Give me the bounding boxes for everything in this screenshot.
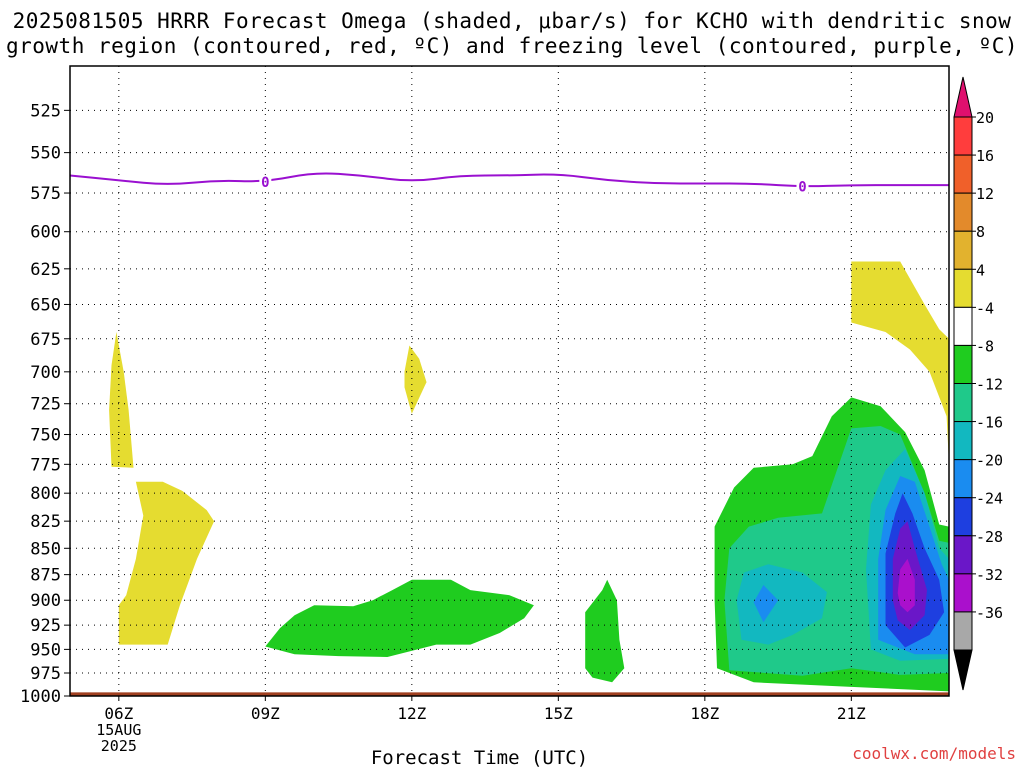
y-tick-label-575: 575 — [30, 184, 61, 204]
colorbar-swatch-7 — [953, 383, 973, 423]
omega-region-green-16z — [585, 579, 625, 683]
y-tick-label-625: 625 — [30, 260, 61, 280]
colorbar-label-5: -4 — [976, 299, 994, 317]
y-tick-label-750: 750 — [30, 426, 61, 446]
omega-region-yellow-12z — [404, 345, 427, 414]
colorbar-swatch-3 — [953, 230, 973, 270]
y-tick-label-725: 725 — [30, 395, 61, 415]
colorbar-label-11: -28 — [976, 528, 1003, 546]
colorbar-label-12: -32 — [976, 566, 1003, 584]
chart-title-line-1: 2025081505 HRRR Forecast Omega (shaded, … — [12, 9, 1012, 33]
x-tick-label-12Z: 12Z — [397, 704, 426, 723]
y-tick-label-875: 875 — [30, 566, 61, 586]
colorbar-label-1: 16 — [976, 147, 994, 165]
y-tick-label-925: 925 — [30, 616, 61, 636]
chart-title-line-2: growth region (contoured, red, ºC) and f… — [5, 34, 1019, 58]
colorbar-label-0: 20 — [976, 109, 994, 127]
y-tick-label-975: 975 — [30, 664, 61, 684]
y-tick-label-900: 900 — [30, 591, 61, 611]
x-axis-label: Forecast Time (UTC) — [371, 747, 588, 768]
colorbar-label-6: -8 — [976, 337, 994, 355]
colorbar-swatch-9 — [953, 459, 973, 499]
colorbar-label-7: -12 — [976, 376, 1003, 394]
colorbar-swatch-1 — [953, 154, 973, 194]
y-tick-label-800: 800 — [30, 484, 61, 504]
y-tick-label-525: 525 — [30, 101, 61, 121]
colorbar-label-13: -36 — [976, 604, 1003, 622]
date-label-1: 2025 — [101, 737, 137, 755]
omega-region-cyan-18z-23z — [736, 564, 827, 645]
colorbar-swatch-8 — [953, 421, 973, 461]
freezing-level-label-1: 0 — [798, 180, 806, 196]
credit-text: coolwx.com/models — [852, 744, 1016, 763]
y-tick-label-825: 825 — [30, 512, 61, 532]
colorbar-label-8: -16 — [976, 414, 1003, 432]
y-tick-label-650: 650 — [30, 295, 61, 315]
colorbar-swatch-4 — [953, 268, 973, 308]
colorbar-top-arrow — [953, 76, 973, 118]
colorbar-label-10: -24 — [976, 490, 1003, 508]
colorbar-swatch-10 — [953, 497, 973, 537]
colorbar-bottom-arrow — [953, 649, 973, 691]
colorbar-swatch-0 — [953, 116, 973, 156]
colorbar-label-9: -20 — [976, 452, 1003, 470]
x-tick-label-15Z: 15Z — [544, 704, 573, 723]
surface-band — [70, 692, 949, 696]
colorbar: 20 16 12 8 4 -4 -8 -12 -16 -20 -24 -28 -32 -36 — [953, 76, 1003, 691]
y-tick-label-550: 550 — [30, 144, 61, 164]
omega-region-yellow-06z-lower — [118, 481, 215, 645]
freezing-level-label-bg — [796, 179, 809, 194]
colorbar-swatch-2 — [953, 192, 973, 232]
y-tick-label-700: 700 — [30, 363, 61, 383]
colorbar-swatch-11 — [953, 535, 973, 575]
y-tick-label-675: 675 — [30, 330, 61, 350]
colorbar-label-2: 12 — [976, 185, 994, 203]
omega-shading-layer — [70, 261, 949, 696]
colorbar-label-4: 4 — [976, 261, 985, 279]
y-tick-label-775: 775 — [30, 455, 61, 475]
omega-region-yellow-21z — [851, 261, 949, 465]
y-tick-label-1000: 1000 — [20, 687, 61, 707]
plot-frame — [69, 65, 950, 697]
omega-region-green-09z-15z — [265, 579, 534, 657]
colorbar-swatch-5 — [953, 306, 973, 346]
freezing-level-label-bg — [259, 174, 272, 189]
x-tick-label-18Z: 18Z — [690, 704, 719, 723]
omega-region-yellow-06z-upper — [109, 332, 134, 468]
colorbar-label-3: 8 — [976, 223, 985, 241]
colorbar-swatch-12 — [953, 573, 973, 613]
x-tick-label-09Z: 09Z — [251, 704, 280, 723]
freezing-level-line — [69, 172, 949, 188]
date-label-0: 15AUG — [96, 721, 141, 739]
x-tick-label-06Z: 06Z — [104, 704, 133, 723]
y-tick-label-850: 850 — [30, 539, 61, 559]
y-tick-label-950: 950 — [30, 640, 61, 660]
x-tick-label-21Z: 21Z — [837, 704, 866, 723]
colorbar-swatch-13 — [953, 611, 973, 651]
omega-region-magenta-22z — [897, 558, 915, 613]
freezing-level-label-0: 0 — [261, 175, 269, 191]
y-tick-label-600: 600 — [30, 223, 61, 243]
omega-region-blue-19z — [753, 585, 779, 623]
axes-layer: 525 550 575 600 625 650 675 700 725 750 775 800 825 8… — [20, 65, 950, 768]
colorbar-swatch-6 — [953, 344, 973, 384]
